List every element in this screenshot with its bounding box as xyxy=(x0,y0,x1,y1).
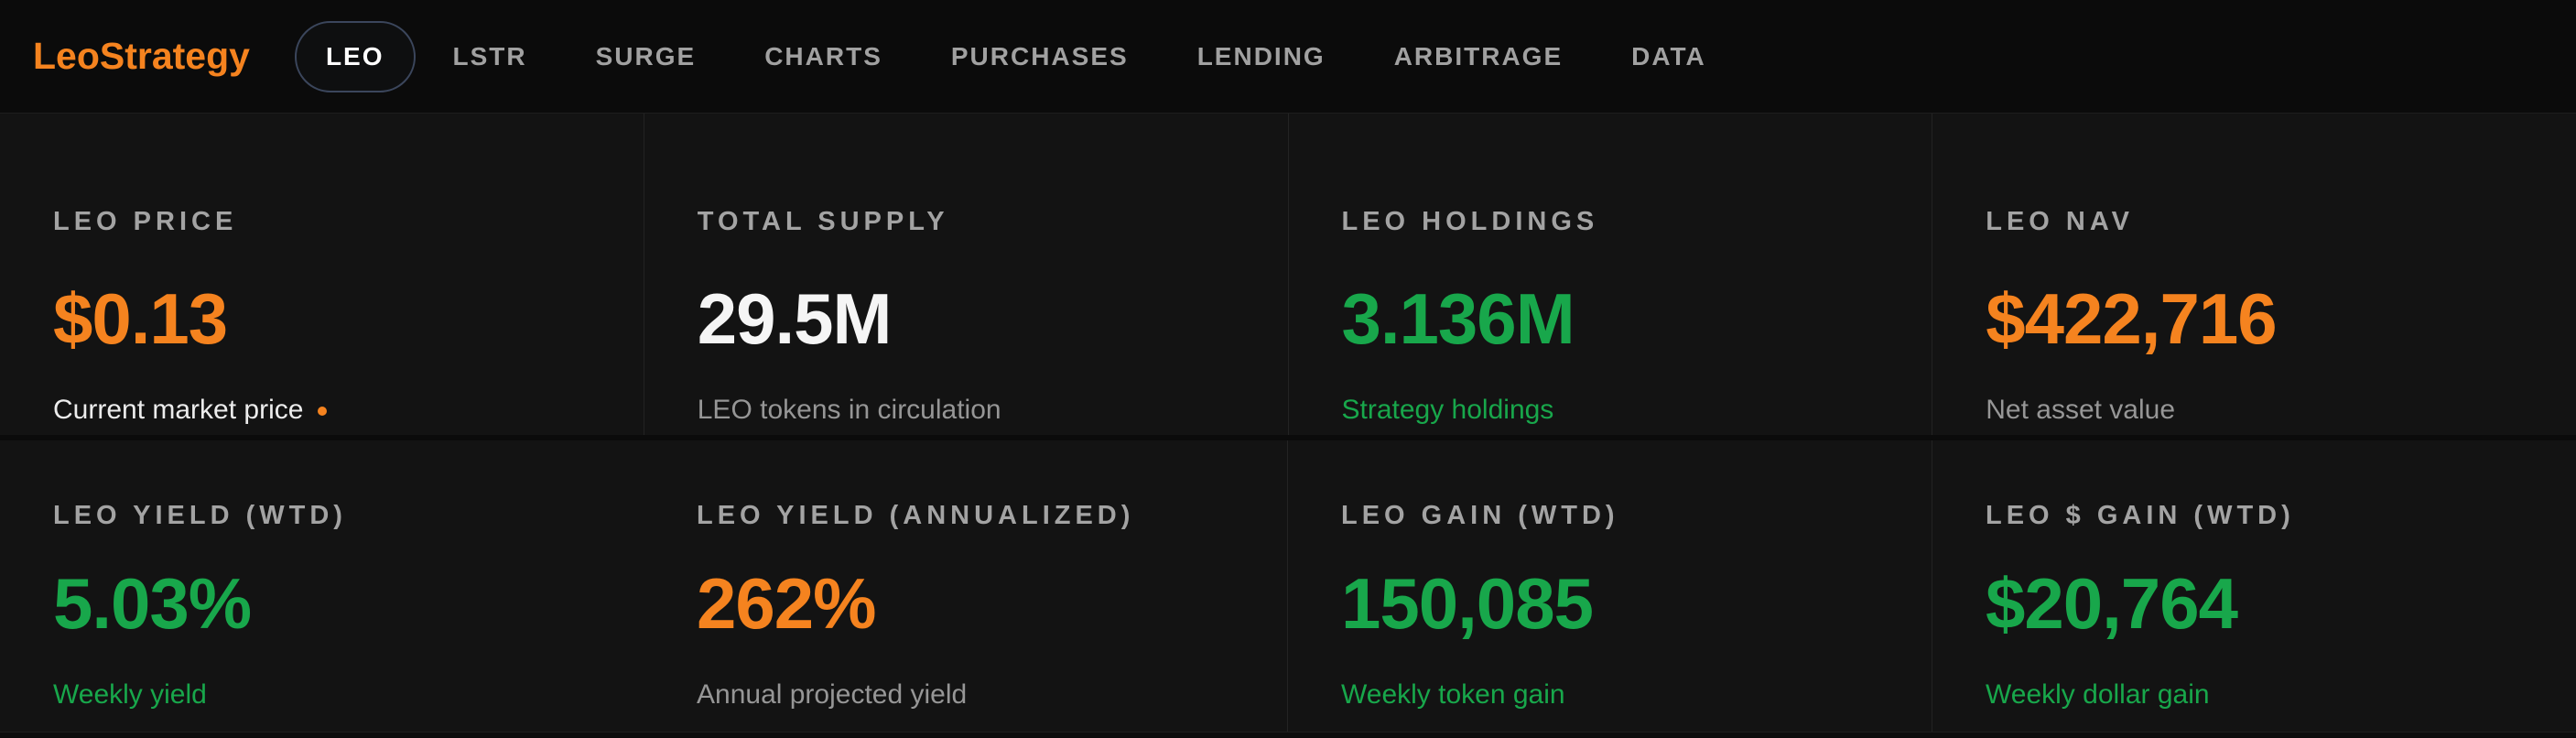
stat-value: 262% xyxy=(697,563,877,644)
nav-tab-lstr[interactable]: LSTR xyxy=(452,41,527,71)
stat-label: LEO YIELD (WTD) xyxy=(53,501,347,530)
stat-label: LEO $ GAIN (WTD) xyxy=(1986,501,2295,530)
main-nav: LEO LSTR SURGE CHARTS PURCHASES LENDING … xyxy=(294,20,1706,92)
stat-subtitle: LEO tokens in circulation xyxy=(697,395,1001,425)
top-nav-bar: LeoStrategy LEO LSTR SURGE CHARTS PURCHA… xyxy=(0,0,2576,114)
nav-tab-leo[interactable]: LEO xyxy=(294,20,416,92)
stat-card-total-supply: TOTAL SUPPLY 29.5M LEO tokens in circula… xyxy=(643,114,1288,435)
stat-value: 29.5M xyxy=(697,278,893,359)
stats-row-1: LEO PRICE $0.13 Current market price TOT… xyxy=(0,114,2576,435)
stat-label: LEO HOLDINGS xyxy=(1341,207,1599,236)
stat-label: TOTAL SUPPLY xyxy=(697,207,949,236)
nav-tab-data[interactable]: DATA xyxy=(1631,41,1706,71)
app-logo[interactable]: LeoStrategy xyxy=(33,35,250,77)
stat-card-leo-dollar-gain-wtd: LEO $ GAIN (WTD) $20,764 Weekly dollar g… xyxy=(1932,440,2576,732)
stat-label: LEO NAV xyxy=(1986,207,2134,236)
stat-value: 5.03% xyxy=(53,563,252,644)
stat-subtitle: Strategy holdings xyxy=(1341,395,1554,425)
stat-value: $0.13 xyxy=(53,278,228,359)
stat-subtitle: Current market price xyxy=(53,395,644,426)
nav-tab-lending[interactable]: LENDING xyxy=(1196,41,1326,71)
stat-value: 150,085 xyxy=(1341,563,1594,644)
stat-subtitle-text: Current market price xyxy=(53,395,304,425)
stat-label: LEO GAIN (WTD) xyxy=(1341,501,1619,530)
stats-row-2: LEO YIELD (WTD) 5.03% Weekly yield LEO Y… xyxy=(0,440,2576,732)
stat-card-leo-holdings: LEO HOLDINGS 3.136M Strategy holdings xyxy=(1287,114,1932,435)
stat-label: LEO PRICE xyxy=(53,207,238,236)
stat-value: $20,764 xyxy=(1986,563,2238,644)
nav-tab-purchases[interactable]: PURCHASES xyxy=(950,41,1129,71)
stat-subtitle: Weekly dollar gain xyxy=(1986,679,2210,710)
stat-subtitle: Annual projected yield xyxy=(697,679,968,710)
live-price-dot-icon xyxy=(318,407,328,416)
nav-tab-surge[interactable]: SURGE xyxy=(595,41,697,71)
stat-card-leo-yield-annualized: LEO YIELD (ANNUALIZED) 262% Annual proje… xyxy=(644,440,1287,732)
stat-card-leo-yield-wtd: LEO YIELD (WTD) 5.03% Weekly yield xyxy=(0,440,644,732)
stat-card-leo-nav: LEO NAV $422,716 Net asset value xyxy=(1932,114,2576,435)
stat-value: $422,716 xyxy=(1986,278,2277,359)
nav-tab-charts[interactable]: CHARTS xyxy=(764,41,882,71)
nav-tab-arbitrage[interactable]: ARBITRAGE xyxy=(1393,41,1564,71)
stat-value: 3.136M xyxy=(1341,278,1575,359)
stat-card-leo-price: LEO PRICE $0.13 Current market price xyxy=(0,114,644,435)
stat-label: LEO YIELD (ANNUALIZED) xyxy=(697,501,1135,530)
row-divider xyxy=(0,435,2576,440)
stat-subtitle: Net asset value xyxy=(1986,395,2176,425)
stat-card-leo-gain-wtd: LEO GAIN (WTD) 150,085 Weekly token gain xyxy=(1287,440,1932,732)
stat-subtitle: Weekly token gain xyxy=(1341,679,1565,710)
stats-dashboard: LEO PRICE $0.13 Current market price TOT… xyxy=(0,114,2576,737)
stat-subtitle: Weekly yield xyxy=(53,679,207,710)
next-section-edge xyxy=(0,732,2576,737)
